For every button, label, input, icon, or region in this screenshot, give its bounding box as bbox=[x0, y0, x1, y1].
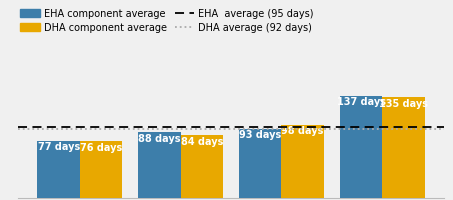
Bar bbox=[382, 97, 424, 198]
Text: 93 days: 93 days bbox=[239, 130, 281, 140]
Bar bbox=[138, 132, 181, 198]
Bar bbox=[281, 125, 324, 198]
Bar bbox=[239, 129, 281, 198]
Text: 84 days: 84 days bbox=[181, 137, 223, 147]
Text: 76 days: 76 days bbox=[80, 143, 122, 153]
Text: 98 days: 98 days bbox=[281, 126, 324, 136]
Bar bbox=[80, 141, 122, 198]
Text: 137 days: 137 days bbox=[337, 97, 386, 107]
Text: 135 days: 135 days bbox=[379, 99, 428, 109]
Bar bbox=[181, 135, 223, 198]
Bar bbox=[340, 96, 382, 198]
Bar bbox=[38, 141, 80, 198]
Text: 88 days: 88 days bbox=[138, 134, 181, 144]
Text: 77 days: 77 days bbox=[38, 142, 80, 152]
Legend: EHA component average, DHA component average, EHA  average (95 days), DHA averag: EHA component average, DHA component ave… bbox=[19, 7, 315, 35]
